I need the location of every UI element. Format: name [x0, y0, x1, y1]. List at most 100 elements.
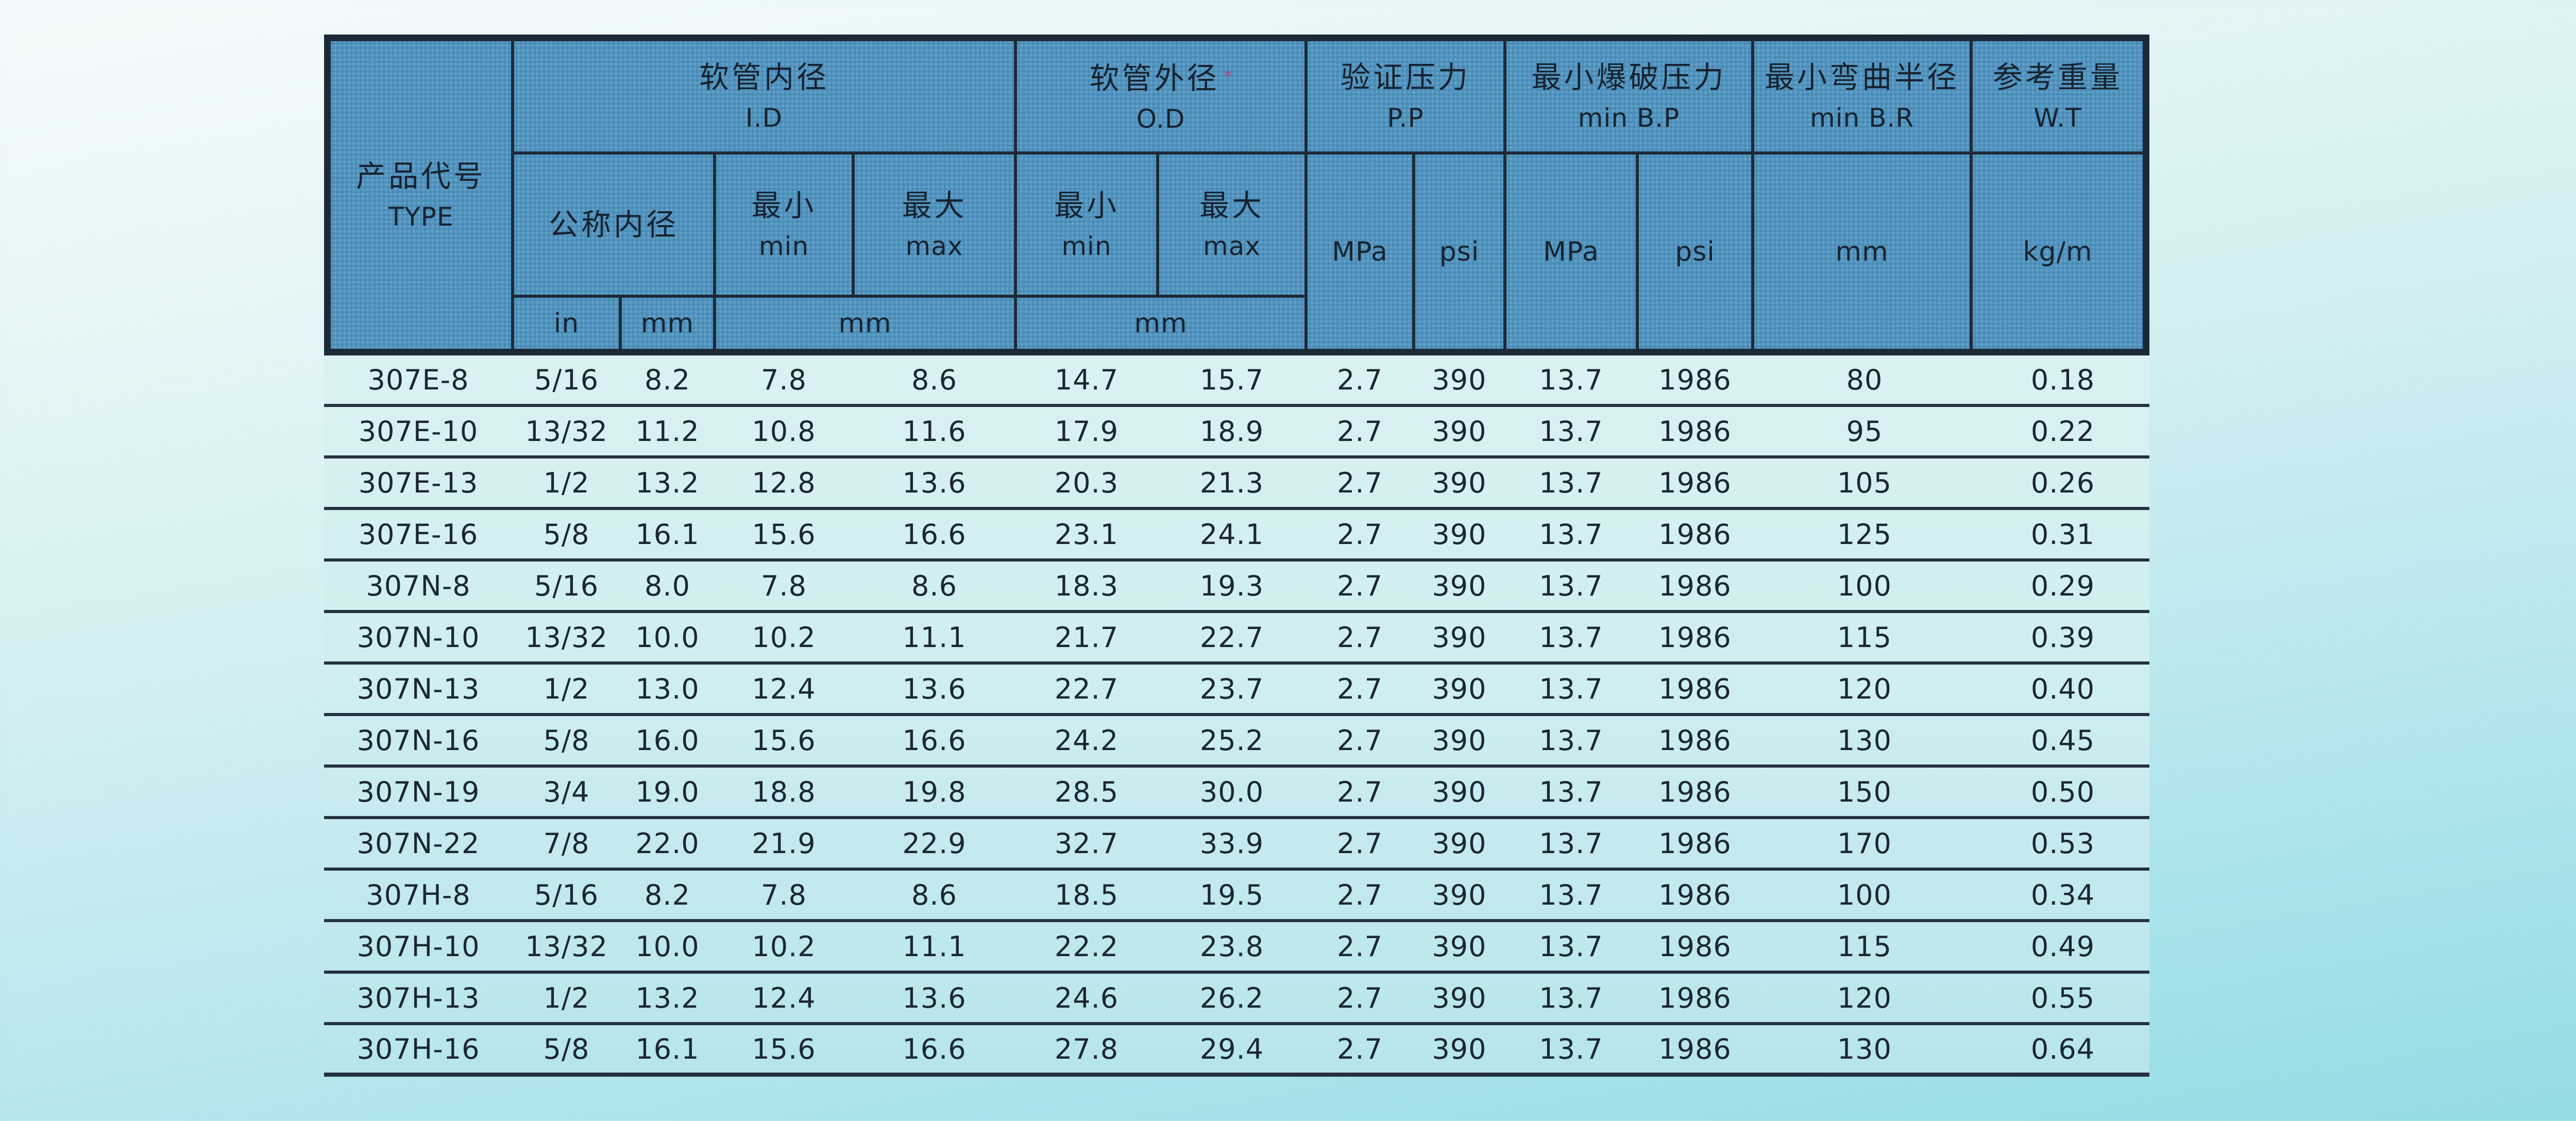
cell-id-max: 13.6 — [902, 981, 967, 1014]
cell-id-max: 11.1 — [902, 930, 967, 963]
cell-od-min: 17.9 — [1054, 415, 1119, 448]
cell-type: 307E-13 — [358, 466, 479, 499]
cell-nominal-in: 13/32 — [525, 415, 608, 448]
header-br-unit: mm — [1753, 153, 1971, 350]
cell-nominal-mm: 8.2 — [645, 878, 690, 911]
cell-pp-mpa: 2.7 — [1337, 775, 1383, 808]
cell-nominal-in: 1/2 — [543, 466, 590, 499]
header-bp-group-zh: 最小爆破压力 — [1531, 60, 1726, 95]
cell-nominal-mm: 8.0 — [645, 569, 690, 602]
cell-wt-kg-m: 0.55 — [2030, 981, 2095, 1014]
header-pp-mpa: MPa — [1306, 153, 1414, 350]
cell-wt-kg-m: 0.29 — [2030, 569, 2095, 602]
cell-nominal-in: 13/32 — [525, 621, 608, 654]
cell-od-min: 23.1 — [1054, 518, 1119, 551]
cell-nominal-mm: 13.2 — [635, 466, 700, 499]
cell-nominal-in: 7/8 — [543, 827, 590, 860]
cell-wt-kg-m: 0.40 — [2030, 672, 2095, 705]
cell-od-max: 30.0 — [1199, 775, 1264, 808]
cell-br-mm: 100 — [1837, 878, 1892, 911]
cell-pp-psi: 390 — [1432, 672, 1487, 705]
header-br-unit-label: mm — [1835, 236, 1889, 267]
cell-od-min: 24.6 — [1054, 981, 1119, 1014]
cell-id-max: 8.6 — [911, 569, 957, 602]
table-header: 产品代号 TYPE 软管内径 I.D 软管外径 * O.D 验证压力 P.P 最小… — [324, 35, 2149, 355]
header-id-unit-mm-label: mm — [838, 308, 892, 339]
cell-type: 307N-19 — [357, 775, 480, 808]
cell-bp-mpa: 13.7 — [1539, 1032, 1603, 1065]
cell-id-min: 12.8 — [752, 466, 816, 499]
cell-nominal-in: 5/8 — [543, 1032, 590, 1065]
cell-id-min: 12.4 — [752, 981, 816, 1014]
cell-pp-psi: 390 — [1432, 930, 1487, 963]
cell-id-max: 13.6 — [902, 672, 967, 705]
cell-pp-psi: 390 — [1432, 1032, 1487, 1065]
header-product-code-en: TYPE — [388, 201, 454, 232]
cell-id-min: 10.8 — [752, 415, 816, 448]
header-unit-in: in — [513, 296, 620, 350]
header-nominal-id: 公称内径 — [513, 153, 715, 296]
cell-pp-psi: 390 — [1432, 827, 1487, 860]
cell-od-min: 20.3 — [1054, 466, 1119, 499]
header-pp-psi-label: psi — [1439, 236, 1480, 267]
header-od-max-zh: 最大 — [1199, 188, 1264, 223]
table-row: 307N-22 7/8 22.0 21.9 22.9 32.7 33.9 2.7… — [324, 819, 2149, 871]
cell-pp-psi: 390 — [1432, 775, 1487, 808]
header-bp-mpa: MPa — [1505, 153, 1637, 350]
cell-bp-mpa: 13.7 — [1539, 363, 1603, 396]
cell-br-mm: 120 — [1837, 981, 1892, 1014]
cell-br-mm: 125 — [1837, 518, 1892, 551]
cell-od-max: 23.8 — [1199, 930, 1264, 963]
cell-nominal-in: 5/8 — [543, 724, 590, 757]
cell-bp-mpa: 13.7 — [1539, 724, 1603, 757]
header-br-group-zh: 最小弯曲半径 — [1764, 60, 1959, 95]
header-pp-group-en: P.P — [1387, 103, 1424, 133]
cell-nominal-in: 5/16 — [534, 569, 599, 602]
header-wt-group-en: W.T — [2033, 103, 2082, 133]
cell-id-max: 22.9 — [902, 827, 967, 860]
cell-bp-psi: 1986 — [1658, 518, 1732, 551]
cell-id-min: 15.6 — [752, 1032, 816, 1065]
header-id-max-en: max — [905, 231, 963, 261]
cell-pp-psi: 390 — [1432, 621, 1487, 654]
cell-br-mm: 115 — [1837, 930, 1892, 963]
cell-pp-mpa: 2.7 — [1337, 569, 1383, 602]
cell-od-min: 22.7 — [1054, 672, 1119, 705]
cell-br-mm: 120 — [1837, 672, 1892, 705]
cell-od-min: 22.2 — [1054, 930, 1119, 963]
cell-nominal-mm: 16.0 — [635, 724, 700, 757]
header-od-unit-mm: mm — [1015, 296, 1306, 350]
cell-od-max: 25.2 — [1199, 724, 1264, 757]
cell-type: 307E-10 — [358, 415, 479, 448]
cell-nominal-mm: 22.0 — [635, 827, 700, 860]
cell-nominal-mm: 8.2 — [645, 363, 690, 396]
cell-id-min: 15.6 — [752, 724, 816, 757]
header-bp-group: 最小爆破压力 min B.P — [1505, 40, 1753, 153]
cell-wt-kg-m: 0.64 — [2030, 1032, 2095, 1065]
cell-od-max: 29.4 — [1199, 1032, 1264, 1065]
cell-nominal-in: 5/8 — [543, 518, 590, 551]
cell-od-min: 14.7 — [1054, 363, 1119, 396]
cell-od-max: 18.9 — [1199, 415, 1264, 448]
cell-pp-psi: 390 — [1432, 724, 1487, 757]
cell-nominal-in: 1/2 — [543, 981, 590, 1014]
table-row: 307E-10 13/32 11.2 10.8 11.6 17.9 18.9 2… — [324, 407, 2149, 458]
header-pp-psi: psi — [1414, 153, 1505, 350]
cell-nominal-mm: 19.0 — [635, 775, 700, 808]
table-row: 307N-10 13/32 10.0 10.2 11.1 21.7 22.7 2… — [324, 613, 2149, 665]
cell-bp-mpa: 13.7 — [1539, 518, 1603, 551]
header-od-max-en: max — [1203, 231, 1261, 261]
cell-nominal-mm: 11.2 — [635, 415, 700, 448]
cell-wt-kg-m: 0.18 — [2030, 363, 2095, 396]
cell-pp-psi: 390 — [1432, 569, 1487, 602]
cell-br-mm: 170 — [1837, 827, 1892, 860]
header-id-group-zh: 软管内径 — [699, 60, 829, 95]
cell-bp-psi: 1986 — [1658, 1032, 1732, 1065]
table-row: 307N-8 5/16 8.0 7.8 8.6 18.3 19.3 2.7 39… — [324, 562, 2149, 613]
cell-pp-psi: 390 — [1432, 981, 1487, 1014]
header-od-group-zh: 软管外径 * — [1089, 55, 1232, 100]
header-product-code-zh: 产品代号 — [355, 158, 486, 194]
header-wt-unit: kg/m — [1971, 153, 2144, 350]
cell-bp-mpa: 13.7 — [1539, 878, 1603, 911]
